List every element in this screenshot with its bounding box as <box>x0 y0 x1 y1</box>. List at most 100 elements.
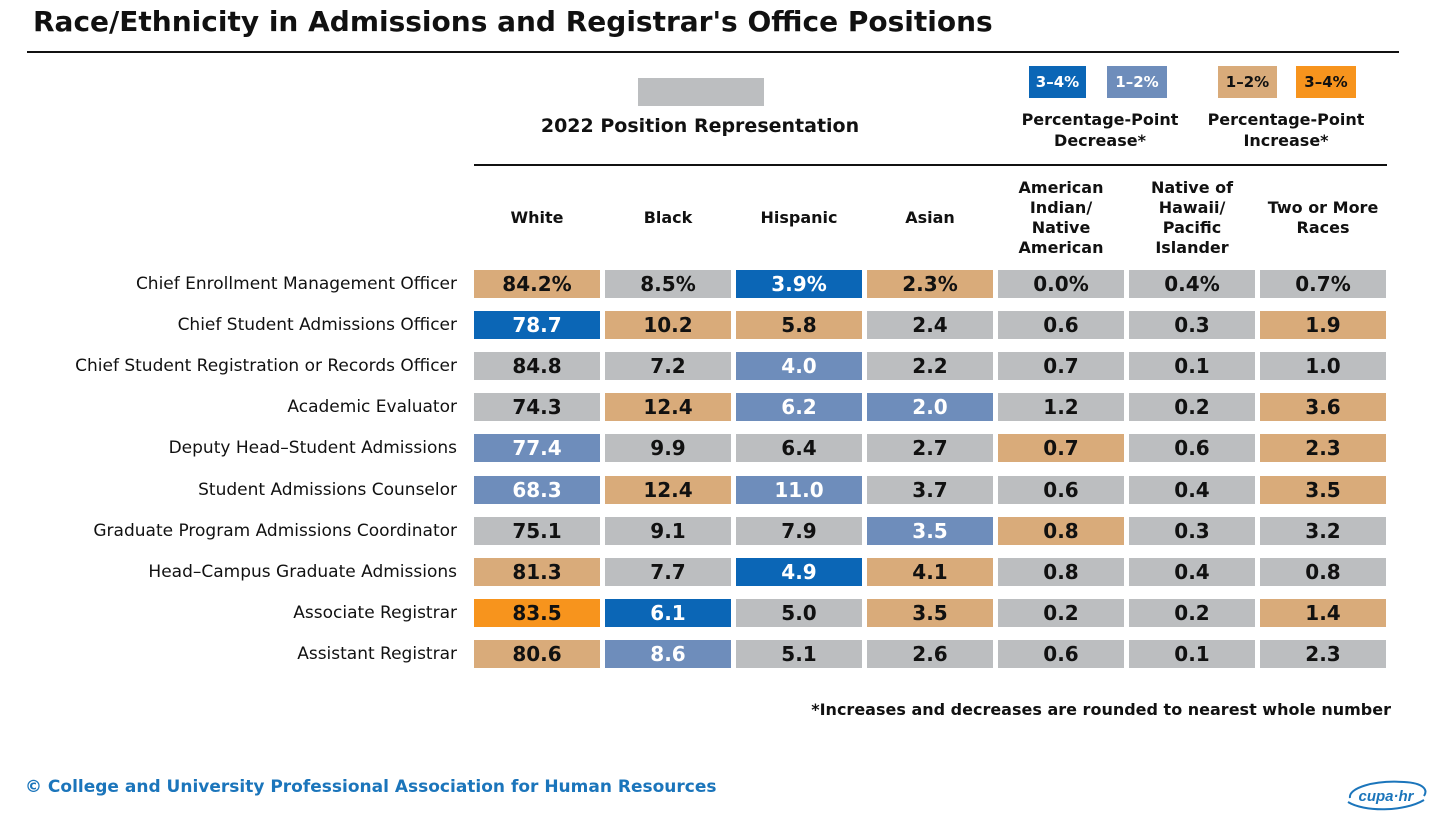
table-cell: 4.1 <box>867 557 993 586</box>
table-cell: 75.1 <box>474 516 600 545</box>
table-cell: 0.6 <box>998 639 1124 668</box>
column-header-hispanic: Hispanic <box>760 208 838 227</box>
table-cell: 3.9% <box>736 270 862 298</box>
logo-text: cupa·hr <box>1358 788 1414 805</box>
column-header-native-of-hawaii-pacific-islander: Native of Hawaii/ Pacific Islander <box>1150 178 1234 257</box>
table-cell: 3.2 <box>1260 516 1386 545</box>
column-header-american-indian-native-american: American Indian/ Native American <box>1018 178 1104 257</box>
table-cell: 2.3% <box>867 270 993 298</box>
title-divider <box>27 51 1399 53</box>
table-cell: 0.4% <box>1129 270 1255 298</box>
table-cell: 2.2 <box>867 352 993 381</box>
table-cell: 8.6 <box>605 639 731 668</box>
header-divider <box>474 164 1387 166</box>
row-label: Student Admissions Counselor <box>198 479 457 500</box>
table-cell: 0.2 <box>1129 598 1255 627</box>
column-header-black: Black <box>643 208 693 227</box>
table-cell: 6.1 <box>605 598 731 627</box>
legend-label-representation: 2022 Position Representation <box>540 115 860 137</box>
row-label: Head–Campus Graduate Admissions <box>148 561 457 582</box>
table-cell: 78.7 <box>474 311 600 340</box>
table-cell: 6.4 <box>736 434 862 463</box>
cupa-hr-logo-icon: cupa·hr <box>1347 780 1427 811</box>
table-cell: 3.5 <box>867 598 993 627</box>
table-cell: 0.1 <box>1129 639 1255 668</box>
table-cell: 3.7 <box>867 475 993 504</box>
table-cell: 5.1 <box>736 639 862 668</box>
table-cell: 74.3 <box>474 393 600 422</box>
table-cell: 0.4 <box>1129 557 1255 586</box>
table-cell: 2.3 <box>1260 434 1386 463</box>
table-cell: 2.4 <box>867 311 993 340</box>
legend-swatch-increase-3-4: 3–4% <box>1296 66 1356 98</box>
column-header-two-or-more-races: Two or More Races <box>1267 198 1379 237</box>
column-header-asian: Asian <box>905 208 955 227</box>
table-cell: 1.9 <box>1260 311 1386 340</box>
table-cell: 81.3 <box>474 557 600 586</box>
table-cell: 0.8 <box>1260 557 1386 586</box>
table-cell: 0.0% <box>998 270 1124 298</box>
table-cell: 0.1 <box>1129 352 1255 381</box>
copyright-text: © College and University Professional As… <box>25 777 717 797</box>
table-cell: 84.2% <box>474 270 600 298</box>
table-cell: 2.7 <box>867 434 993 463</box>
row-label: Chief Student Registration or Records Of… <box>75 356 457 377</box>
table-cell: 5.0 <box>736 598 862 627</box>
table-cell: 0.7 <box>998 352 1124 381</box>
table-cell: 3.5 <box>867 516 993 545</box>
legend-swatch-decrease-3-4: 3–4% <box>1029 66 1086 98</box>
row-label: Academic Evaluator <box>287 397 457 418</box>
table-cell: 3.6 <box>1260 393 1386 422</box>
table-cell: 9.1 <box>605 516 731 545</box>
table-cell: 0.6 <box>1129 434 1255 463</box>
table-cell: 0.6 <box>998 311 1124 340</box>
table-cell: 0.3 <box>1129 516 1255 545</box>
legend-label-increase: Percentage-Point Increase* <box>1196 109 1376 151</box>
table-cell: 0.6 <box>998 475 1124 504</box>
row-label: Graduate Program Admissions Coordinator <box>93 520 457 541</box>
footnote: *Increases and decreases are rounded to … <box>811 700 1391 719</box>
row-label: Chief Enrollment Management Officer <box>135 274 457 294</box>
table-cell: 0.8 <box>998 516 1124 545</box>
table-cell: 4.9 <box>736 557 862 586</box>
table-cell: 6.2 <box>736 393 862 422</box>
table-cell: 84.8 <box>474 352 600 381</box>
table-cell: 83.5 <box>474 598 600 627</box>
table-cell: 1.2 <box>998 393 1124 422</box>
legend-swatch-increase-1-2: 1–2% <box>1218 66 1277 98</box>
table-cell: 9.9 <box>605 434 731 463</box>
table-cell: 1.4 <box>1260 598 1386 627</box>
row-label: Deputy Head–Student Admissions <box>168 438 457 459</box>
legend-swatch-decrease-1-2: 1–2% <box>1107 66 1167 98</box>
table-cell: 0.8 <box>998 557 1124 586</box>
column-header-white: White <box>510 208 564 227</box>
table-cell: 0.7% <box>1260 270 1386 298</box>
legend-label-decrease: Percentage-Point Decrease* <box>1010 109 1190 151</box>
table-cell: 8.5% <box>605 270 731 298</box>
table-cell: 80.6 <box>474 639 600 668</box>
table-cell: 68.3 <box>474 475 600 504</box>
row-label: Assistant Registrar <box>297 643 457 664</box>
legend-label-increase-text: Percentage-Point Increase* <box>1207 110 1365 150</box>
table-cell: 4.0 <box>736 352 862 381</box>
table-cell: 2.0 <box>867 393 993 422</box>
row-label: Chief Student Admissions Officer <box>177 315 457 336</box>
row-label: Associate Registrar <box>293 602 457 623</box>
legend-swatch-representation <box>638 78 764 106</box>
table-cell: 0.7 <box>998 434 1124 463</box>
table-cell: 7.7 <box>605 557 731 586</box>
table-cell: 7.9 <box>736 516 862 545</box>
table-cell: 1.0 <box>1260 352 1386 381</box>
table-cell: 7.2 <box>605 352 731 381</box>
table-cell: 2.3 <box>1260 639 1386 668</box>
table-cell: 2.6 <box>867 639 993 668</box>
table-cell: 10.2 <box>605 311 731 340</box>
table-cell: 0.2 <box>1129 393 1255 422</box>
legend-label-decrease-text: Percentage-Point Decrease* <box>1021 110 1179 150</box>
table-cell: 3.5 <box>1260 475 1386 504</box>
table-cell: 12.4 <box>605 393 731 422</box>
table-cell: 0.3 <box>1129 311 1255 340</box>
table-cell: 5.8 <box>736 311 862 340</box>
table-cell: 77.4 <box>474 434 600 463</box>
table-cell: 11.0 <box>736 475 862 504</box>
